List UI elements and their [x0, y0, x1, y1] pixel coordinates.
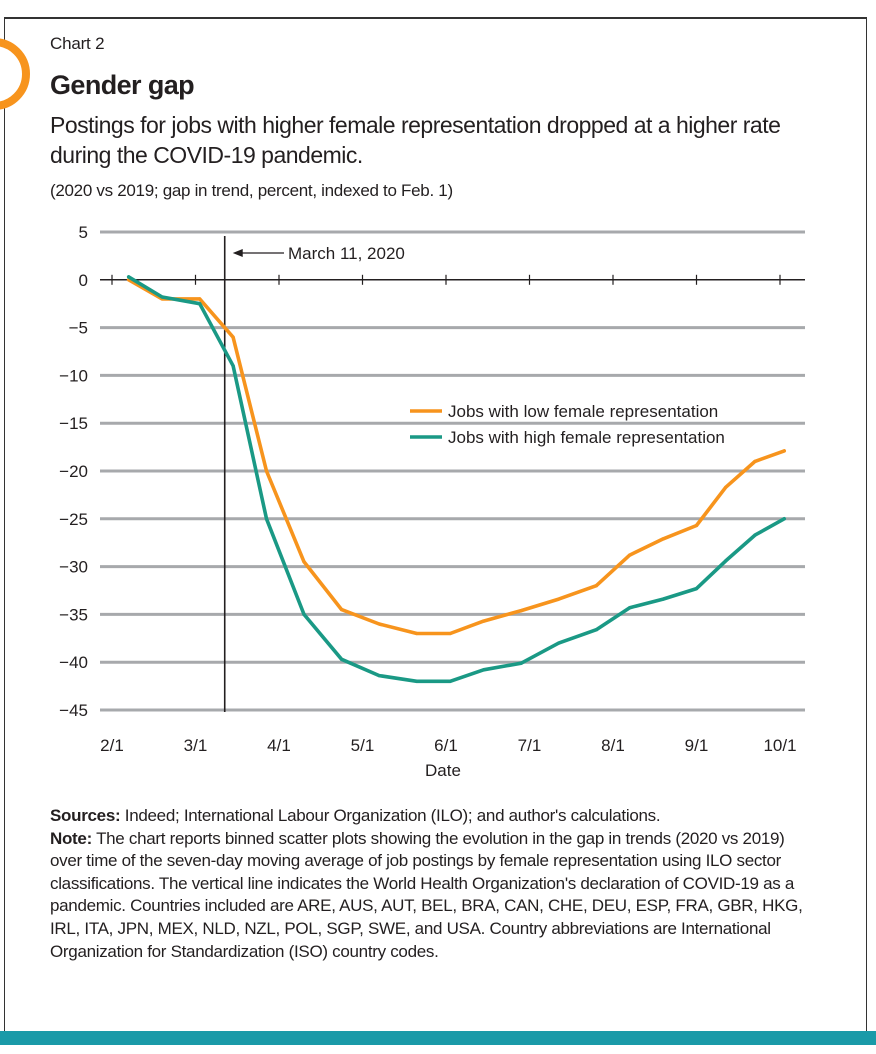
- chart-number-label: Chart 2: [50, 34, 105, 53]
- data-point-high: [724, 559, 728, 563]
- series-line-low-female: [126, 277, 787, 636]
- data-point-high: [340, 657, 344, 661]
- data-point-low: [448, 631, 452, 636]
- y-tick-label: 0: [79, 271, 88, 290]
- annotation-arrowhead: [232, 249, 243, 257]
- gridlines: [100, 230, 805, 712]
- series-lines: [126, 275, 787, 684]
- data-point-high: [661, 597, 665, 601]
- chart-notes: Sources: Indeed; International Labour Or…: [50, 805, 820, 963]
- data-point-low: [482, 619, 486, 623]
- y-tick-label: −10: [59, 366, 88, 385]
- x-tick-label: 6/1: [434, 736, 458, 755]
- data-point-high: [557, 641, 561, 645]
- x-tick-label: 7/1: [518, 736, 542, 755]
- data-point-low: [231, 335, 235, 339]
- data-point-low: [264, 469, 269, 473]
- data-point-high: [231, 364, 235, 368]
- annotation-label: March 11, 2020: [288, 244, 405, 263]
- pandemic-annotation: March 11, 2020: [223, 236, 405, 712]
- data-point-high: [694, 587, 699, 591]
- data-point-high: [302, 612, 306, 617]
- x-tick-label: 5/1: [351, 736, 375, 755]
- data-point-low: [694, 523, 699, 528]
- data-point-high: [198, 302, 202, 306]
- data-point-high: [127, 275, 131, 279]
- data-point-low: [557, 597, 561, 601]
- series-line-high-female: [126, 275, 787, 684]
- y-axis-ticks: 5 0 −5 −10 −15 −20 −25 −30 −35 −40 −45: [59, 223, 88, 720]
- data-point-low: [302, 560, 306, 564]
- y-tick-label: −30: [59, 558, 88, 577]
- note-text: The chart reports binned scatter plots s…: [50, 828, 803, 961]
- legend-label-low: Jobs with low female representation: [448, 402, 718, 421]
- data-point-low: [724, 485, 728, 489]
- data-point-high: [482, 668, 486, 672]
- data-point-low: [519, 609, 523, 613]
- chart-title: Gender gap: [50, 70, 195, 100]
- data-point-low: [661, 537, 665, 541]
- data-point-low: [340, 608, 344, 612]
- data-point-high: [594, 628, 598, 632]
- data-point-low: [377, 622, 381, 626]
- data-point-high: [160, 295, 164, 299]
- data-point-low: [594, 584, 598, 588]
- chart-subtitle: Postings for jobs with higher female rep…: [50, 112, 781, 168]
- data-point-high: [519, 661, 523, 665]
- legend-label-high: Jobs with high female representation: [448, 428, 725, 447]
- data-point-low: [782, 449, 786, 453]
- data-point-high: [448, 679, 452, 683]
- data-point-high: [782, 517, 786, 521]
- x-tick-label: 3/1: [184, 736, 208, 755]
- sources-text: Indeed; International Labour Organizatio…: [120, 806, 661, 825]
- x-tick-label: 2/1: [100, 736, 124, 755]
- x-tick-label: 8/1: [601, 736, 625, 755]
- y-tick-label: −45: [59, 701, 88, 720]
- y-tick-label: 5: [79, 223, 88, 242]
- unit-note: (2020 vs 2019; gap in trend, percent, in…: [50, 181, 453, 200]
- data-point-low: [628, 553, 632, 557]
- data-point-low: [198, 297, 202, 301]
- y-tick-label: −15: [59, 414, 88, 433]
- x-tick-label: 4/1: [267, 736, 291, 755]
- data-point-high: [415, 679, 419, 683]
- data-point-high: [264, 517, 269, 521]
- y-tick-label: −25: [59, 510, 88, 529]
- data-point-low: [753, 459, 757, 463]
- y-tick-label: −40: [59, 653, 88, 672]
- y-tick-label: −35: [59, 605, 88, 624]
- x-tick-label: 10/1: [763, 736, 796, 755]
- x-axis-title: Date: [425, 761, 461, 780]
- sources-label: Sources:: [50, 806, 121, 825]
- data-point-low: [415, 631, 419, 636]
- legend: Jobs with low female representation Jobs…: [410, 402, 725, 447]
- frame-top-border: [4, 17, 867, 19]
- x-tick-label: 9/1: [685, 736, 709, 755]
- data-point-high: [628, 606, 632, 610]
- y-tick-label: −20: [59, 462, 88, 481]
- data-point-high: [753, 533, 757, 537]
- line-chart: 5 0 −5 −10 −15 −20 −25 −30 −35 −40 −45 2/1 3/1 4/1 5/…: [59, 223, 805, 780]
- bottom-accent-bar: [0, 1031, 876, 1045]
- note-label: Note:: [50, 828, 92, 848]
- x-axis-ticks: 2/1 3/1 4/1 5/1 6/1 7/1 8/1 9/1 10/1: [100, 274, 797, 755]
- data-point-high: [377, 674, 381, 678]
- y-tick-label: −5: [69, 319, 88, 338]
